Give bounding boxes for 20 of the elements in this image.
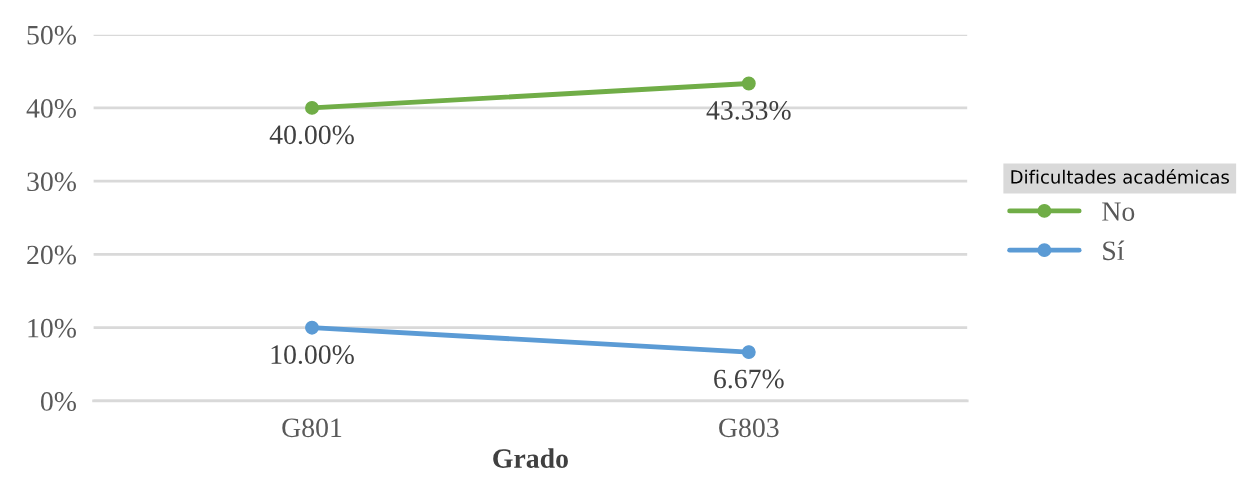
legend-label: No: [1102, 202, 1135, 221]
x-axis-title: Grado: [493, 448, 568, 468]
data-label: 6.67%: [714, 369, 784, 389]
data-label: 40.00%: [269, 125, 354, 145]
point: [741, 345, 756, 360]
y-tick-label: 0%: [40, 392, 76, 411]
legend-title: Dificultades académicas: [1011, 169, 1229, 184]
point: [741, 76, 756, 91]
y-tick-label: 10%: [28, 318, 76, 338]
legend-label: Sí: [1103, 240, 1125, 261]
x-tick-label: G803: [719, 418, 779, 438]
data-label: 43.33%: [706, 100, 791, 120]
point: [305, 100, 319, 115]
y-tick-label: 20%: [27, 245, 76, 265]
data-label: 10.00%: [271, 345, 354, 365]
x-tick-label: G801: [282, 418, 342, 438]
y-tick-label: 50%: [27, 25, 76, 45]
point: [305, 320, 319, 335]
y-tick-label: 30%: [27, 172, 76, 192]
y-tick-label: 40%: [26, 99, 76, 118]
